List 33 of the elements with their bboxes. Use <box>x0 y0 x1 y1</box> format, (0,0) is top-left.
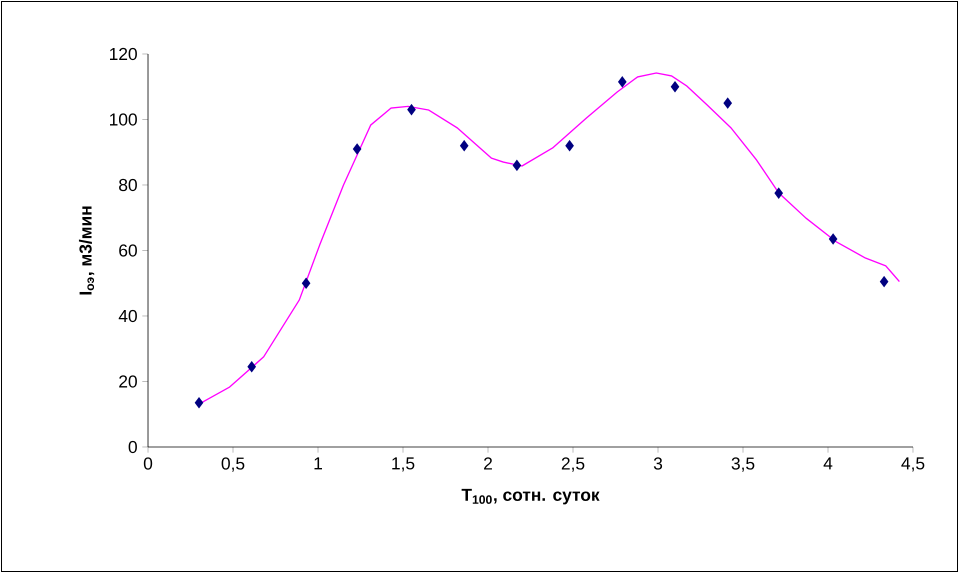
x-tick-label: 3 <box>654 457 662 470</box>
point <box>352 143 362 155</box>
x-tick-label: 0 <box>144 457 152 470</box>
y-tick-label: 100 <box>110 113 137 126</box>
point <box>407 104 416 116</box>
point <box>512 160 522 171</box>
x-tick-label: 1 <box>314 457 322 470</box>
point <box>247 361 256 372</box>
point <box>618 76 627 88</box>
y-tick-label: 20 <box>119 375 137 388</box>
x-tick-label: 2 <box>484 457 492 470</box>
x-tick-label: 3,5 <box>732 457 754 472</box>
y-tick-label: 40 <box>118 310 137 322</box>
y-tick-label: 120 <box>110 48 137 60</box>
y-tick-label: 0 <box>128 440 137 454</box>
y-tick-label: 60 <box>119 244 137 257</box>
point <box>460 140 468 152</box>
x-tick-label: 0,5 <box>222 457 244 472</box>
x-tick-label: 4,5 <box>901 457 924 472</box>
point <box>565 140 574 152</box>
point <box>774 188 783 199</box>
y-tick-label: 80 <box>119 178 137 192</box>
point <box>194 397 204 408</box>
x-tick-label: 2,5 <box>562 457 584 472</box>
point <box>723 98 732 109</box>
point <box>880 276 888 288</box>
point <box>828 233 838 245</box>
point <box>302 278 310 289</box>
y-axis-title: I$_{оэ}$, м3/мин <box>78 206 94 294</box>
point <box>670 81 680 92</box>
x-tick-label: 1,5 <box>392 457 414 472</box>
x-tick-label: 4 <box>824 457 832 470</box>
x-axis-title: T$_{100}$, сотн. суток <box>462 488 600 504</box>
